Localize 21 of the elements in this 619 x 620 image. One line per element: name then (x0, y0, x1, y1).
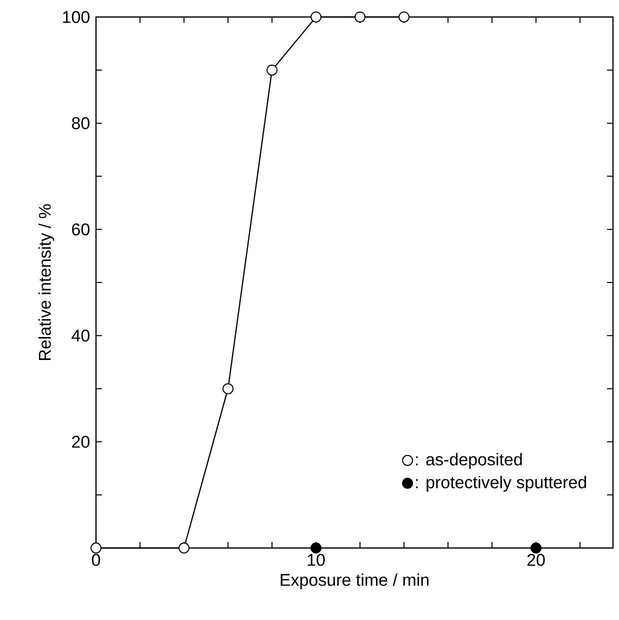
point (266, 64, 278, 76)
y-tick-label: 20 (72, 436, 90, 448)
y-tick-label: 40 (72, 330, 90, 342)
point (178, 542, 190, 554)
point (354, 11, 366, 22)
y-tick-label: 100 (63, 10, 90, 24)
point (90, 542, 102, 554)
point (398, 11, 410, 22)
point (310, 11, 322, 22)
y-axis-title: Relative intensity / % (38, 204, 54, 360)
x-tick-label: 20 (527, 554, 545, 566)
point (310, 542, 322, 554)
legend-label: : as-deposited (416, 452, 522, 469)
y-tick-label: 60 (72, 223, 90, 236)
legend-label: : protectively sputtered (416, 476, 586, 492)
x-axis-title: Exposure time / min (280, 573, 428, 590)
x-tick-label: 10 (308, 554, 325, 566)
x-tick-label: 0 (92, 554, 100, 566)
point (222, 383, 234, 394)
y-tick-label: 80 (72, 117, 90, 130)
point (530, 542, 542, 554)
